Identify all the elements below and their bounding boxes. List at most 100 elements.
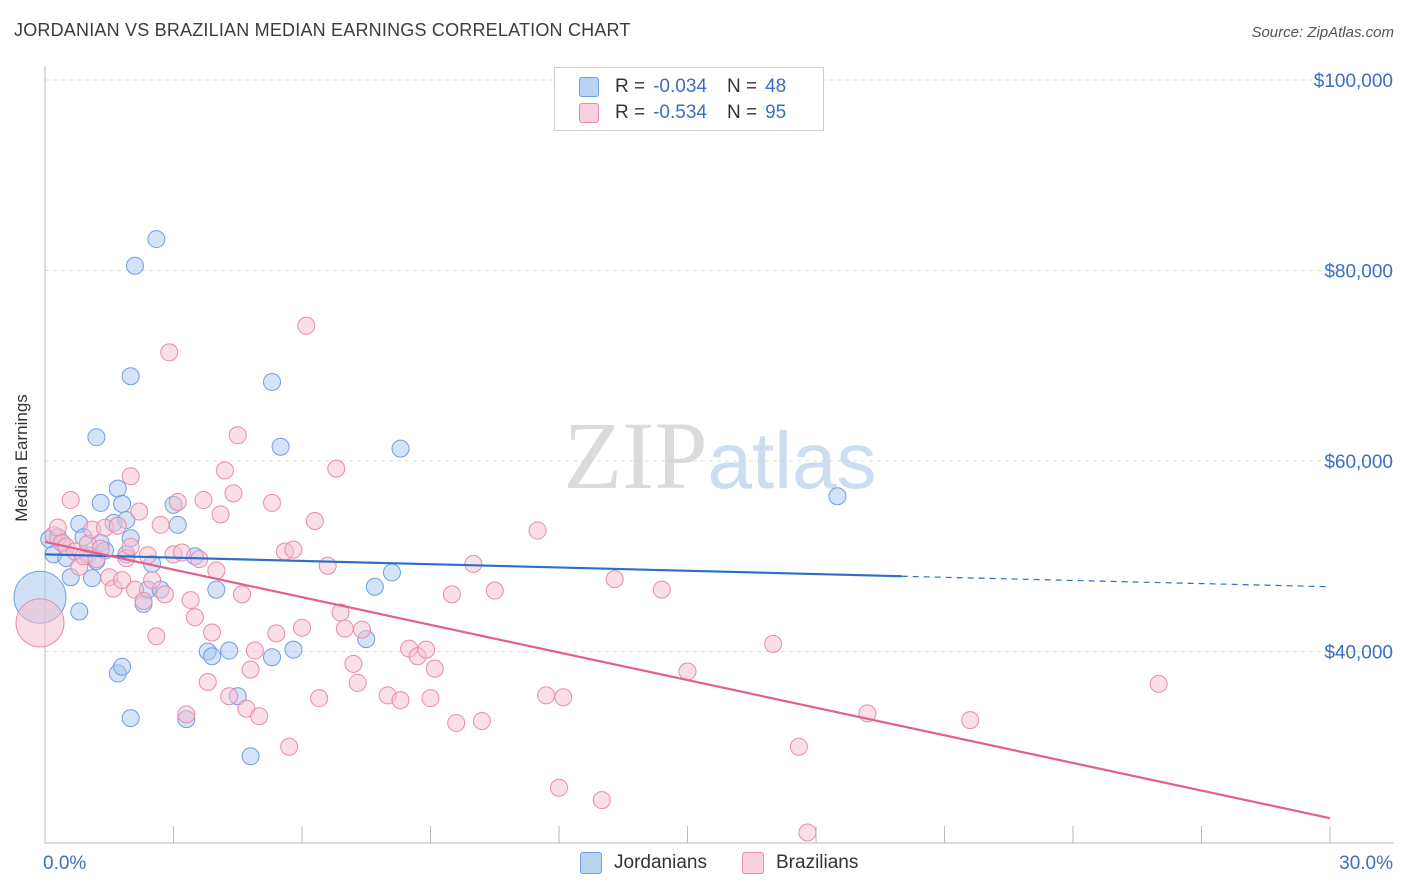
chart-title: JORDANIAN VS BRAZILIAN MEDIAN EARNINGS C… bbox=[14, 20, 631, 40]
y-tick-label: $100,000 bbox=[1314, 71, 1393, 92]
legend-r-label: R = bbox=[615, 102, 646, 123]
point-brazilians bbox=[344, 654, 363, 673]
point-brazilians bbox=[113, 571, 132, 590]
point-brazilians bbox=[147, 627, 166, 646]
bottom-legend-brazilians: Brazilians bbox=[742, 852, 858, 874]
point-brazilians bbox=[224, 484, 243, 503]
point-brazilians bbox=[134, 592, 153, 611]
point-jordanians bbox=[125, 256, 144, 275]
point-jordanians bbox=[271, 437, 290, 456]
point-brazilians bbox=[151, 515, 170, 534]
y-tick-label: $40,000 bbox=[1324, 643, 1393, 664]
points-layer bbox=[13, 230, 1168, 842]
bottom-legend-swatch-jordanians bbox=[580, 852, 602, 874]
watermark: ZIPatlas bbox=[564, 402, 877, 509]
point-brazilians bbox=[554, 688, 573, 707]
point-jordanians bbox=[391, 439, 410, 458]
point-brazilians bbox=[155, 585, 174, 604]
legend-n-label: N = bbox=[726, 102, 758, 123]
point-brazilians bbox=[121, 537, 140, 556]
point-jordanians bbox=[365, 577, 384, 596]
watermark-zip: ZIP bbox=[564, 402, 708, 509]
point-brazilians bbox=[550, 778, 568, 797]
point-brazilians bbox=[318, 556, 337, 575]
trend-line-jordanians bbox=[44, 553, 902, 578]
point-brazilians bbox=[194, 491, 213, 510]
legend-swatch-brazilians bbox=[579, 103, 599, 123]
point-brazilians bbox=[177, 705, 196, 724]
point-brazilians bbox=[1149, 674, 1168, 693]
point-brazilians bbox=[198, 672, 217, 691]
point-jordanians bbox=[828, 487, 847, 506]
point-jordanians bbox=[147, 230, 166, 249]
point-jordanians bbox=[241, 747, 260, 766]
point-jordanians bbox=[203, 647, 222, 666]
point-brazilians bbox=[241, 660, 260, 679]
point-brazilians bbox=[61, 491, 80, 510]
point-brazilians bbox=[335, 619, 354, 638]
point-brazilians bbox=[143, 571, 162, 590]
point-brazilians bbox=[327, 459, 346, 478]
point-brazilians bbox=[250, 707, 269, 726]
point-brazilians bbox=[442, 585, 461, 604]
point-jordanians bbox=[207, 580, 226, 599]
point-brazilians bbox=[130, 502, 149, 521]
x-tick-label-max: 30.0% bbox=[1339, 853, 1393, 874]
point-jordanians bbox=[113, 657, 132, 676]
point-brazilians bbox=[348, 673, 367, 692]
grid-layer bbox=[45, 79, 1394, 652]
point-brazilians bbox=[592, 791, 611, 810]
point-brazilians bbox=[211, 505, 230, 524]
point-jordanians bbox=[121, 709, 140, 728]
point-jordanians bbox=[121, 367, 140, 386]
point-jordanians bbox=[263, 372, 282, 391]
point-jordanians bbox=[382, 563, 401, 582]
point-brazilians bbox=[472, 712, 491, 731]
bottom-legend-label-brazilians: Brazilians bbox=[776, 852, 859, 873]
point-brazilians bbox=[485, 581, 504, 600]
point-jordanians bbox=[263, 648, 282, 667]
point-brazilians bbox=[280, 737, 299, 756]
point-brazilians bbox=[297, 316, 316, 335]
point-brazilians bbox=[425, 659, 444, 678]
point-brazilians bbox=[108, 516, 127, 535]
legend-n-label: N = bbox=[726, 76, 758, 97]
point-brazilians bbox=[203, 623, 222, 642]
point-brazilians bbox=[789, 737, 808, 756]
point-brazilians bbox=[798, 823, 817, 842]
point-brazilians bbox=[310, 689, 329, 708]
point-brazilians bbox=[605, 570, 624, 589]
point-jordanians bbox=[91, 493, 110, 512]
trend-line-jordanians-extension bbox=[901, 575, 1331, 588]
y-tick-label: $60,000 bbox=[1324, 452, 1393, 473]
point-brazilians bbox=[764, 634, 783, 653]
point-brazilians bbox=[652, 580, 671, 599]
point-brazilians bbox=[391, 691, 410, 710]
legend-r-value: -0.034 bbox=[653, 76, 707, 97]
point-brazilians bbox=[293, 618, 311, 637]
point-brazilians bbox=[181, 591, 200, 610]
point-jordanians bbox=[87, 428, 106, 447]
legend-r-label: R = bbox=[615, 76, 646, 97]
trend-layer bbox=[44, 540, 1331, 820]
correlation-legend: R = -0.034 N = 48 R = -0.534 N = 95 bbox=[554, 67, 824, 131]
point-brazilians bbox=[352, 620, 371, 639]
point-brazilians bbox=[464, 554, 483, 573]
point-brazilians bbox=[678, 662, 697, 681]
tick-label-layer: $40,000 $60,000 $80,000 $100,000 0.0% 30.0% bbox=[43, 71, 1393, 874]
point-brazilians bbox=[528, 521, 547, 540]
trend-line-brazilians bbox=[44, 540, 1331, 820]
large-point-brazilians bbox=[15, 598, 65, 648]
legend-row-jordanians: R = -0.034 N = 48 bbox=[579, 74, 786, 100]
legend-r-value: -0.534 bbox=[653, 102, 707, 123]
bottom-legend-jordanians: Jordanians bbox=[580, 852, 707, 874]
axis-layer bbox=[44, 66, 1394, 844]
point-brazilians bbox=[961, 711, 980, 730]
bottom-legend-swatch-brazilians bbox=[742, 852, 764, 874]
y-axis-title: Median Earnings bbox=[12, 394, 31, 522]
point-brazilians bbox=[138, 546, 157, 565]
point-brazilians bbox=[168, 492, 187, 511]
y-tick-label: $80,000 bbox=[1324, 262, 1393, 283]
point-brazilians bbox=[228, 426, 247, 445]
